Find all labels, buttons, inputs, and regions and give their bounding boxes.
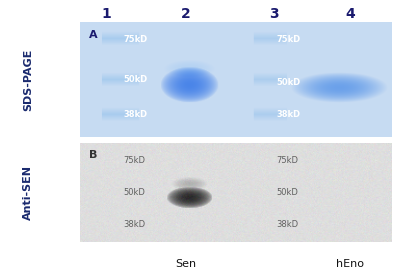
Text: A: A [89, 30, 98, 40]
Text: B: B [89, 150, 98, 160]
Text: 50kD: 50kD [276, 188, 298, 197]
Text: 38kD: 38kD [124, 220, 146, 229]
Text: 75kD: 75kD [276, 35, 301, 44]
Text: 1: 1 [101, 7, 111, 21]
Text: 38kD: 38kD [276, 220, 299, 229]
Text: 3: 3 [269, 7, 279, 21]
Text: 4: 4 [345, 7, 355, 21]
Text: 50kD: 50kD [124, 188, 146, 197]
Text: 38kD: 38kD [124, 110, 148, 119]
Text: 50kD: 50kD [124, 75, 148, 84]
Text: SDS-PAGE: SDS-PAGE [23, 49, 33, 111]
Text: Sen: Sen [176, 259, 196, 269]
Text: 75kD: 75kD [276, 156, 298, 165]
Text: 75kD: 75kD [124, 35, 148, 44]
Text: hEno: hEno [336, 259, 364, 269]
Text: Anti-SEN: Anti-SEN [23, 165, 33, 220]
Text: 38kD: 38kD [276, 110, 301, 119]
Text: 50kD: 50kD [276, 78, 301, 87]
Text: 2: 2 [181, 7, 191, 21]
Text: 75kD: 75kD [124, 156, 146, 165]
